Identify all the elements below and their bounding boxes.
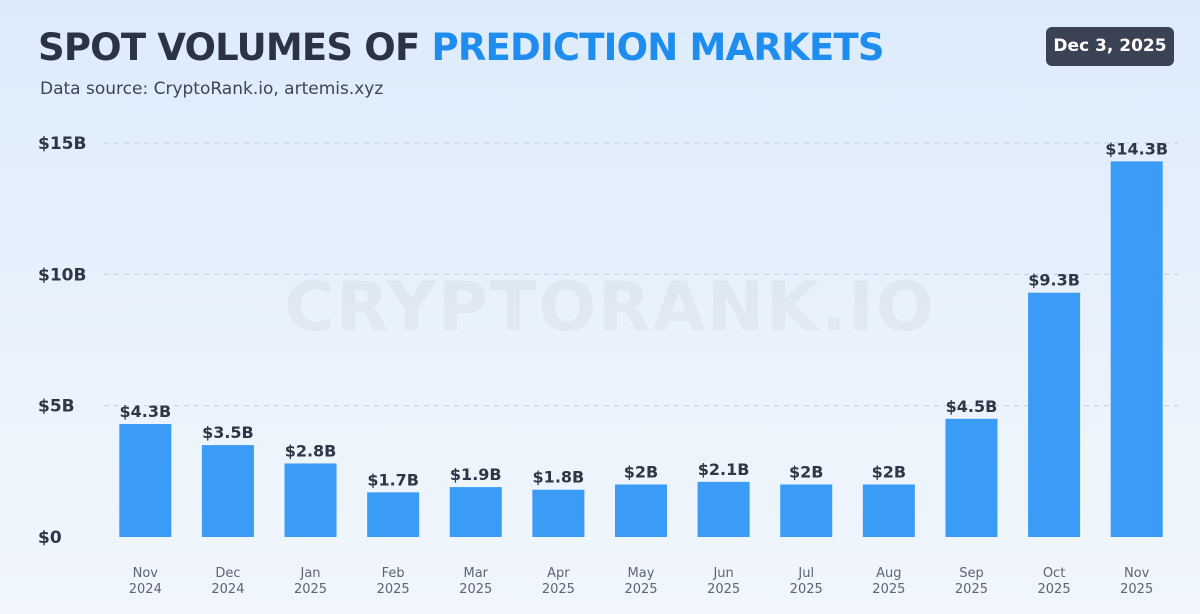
y-tick-label: $10B: [38, 265, 86, 285]
x-tick-month: Jun: [712, 566, 733, 581]
x-tick-month: Jan: [300, 566, 321, 581]
x-axis-ticks: Nov2024Dec2024Jan2025Feb2025Mar2025Apr20…: [129, 566, 1153, 597]
bar: [367, 492, 420, 537]
data-label: $14.3B: [1105, 139, 1168, 158]
x-tick-month: Aug: [876, 566, 901, 581]
data-source-subtitle: Data source: CryptoRank.io, artemis.xyz: [40, 79, 384, 99]
bar: [615, 484, 667, 537]
bar: [780, 484, 833, 537]
y-tick-label: $15B: [38, 134, 86, 154]
data-label: $2B: [624, 462, 658, 481]
bar: [1110, 161, 1163, 538]
grid-lines: [104, 142, 1178, 407]
x-tick-month: May: [628, 566, 655, 581]
x-tick-month: Feb: [382, 566, 405, 581]
x-tick-month: Nov: [133, 566, 159, 581]
data-label: $4.5B: [946, 397, 998, 416]
data-label: $2.8B: [285, 441, 337, 460]
bar: [1028, 292, 1081, 537]
x-tick-month: Oct: [1043, 566, 1065, 581]
data-label: $3.5B: [202, 423, 254, 442]
chart-title: SPOT VOLUMES OF PREDICTION MARKETS: [38, 26, 885, 69]
x-tick-year: 2025: [542, 582, 575, 597]
bar: [945, 418, 998, 537]
bar: [697, 481, 750, 537]
date-badge: Dec 3, 2025: [1046, 27, 1174, 66]
x-tick-month: Mar: [464, 566, 489, 581]
x-tick-month: Apr: [547, 566, 570, 581]
x-tick-year: 2024: [211, 582, 244, 597]
y-tick-label: $5B: [38, 397, 75, 417]
data-label: $4.3B: [119, 402, 171, 421]
x-tick-year: 2025: [707, 582, 740, 597]
x-tick-year: 2025: [1120, 582, 1153, 597]
x-tick-year: 2025: [294, 582, 327, 597]
x-tick-month: Sep: [959, 566, 984, 581]
bar: [201, 445, 254, 537]
data-label: $1.7B: [367, 470, 419, 489]
y-tick-label: $0: [38, 528, 62, 548]
data-label: $2B: [872, 462, 906, 481]
data-label: $1.9B: [450, 465, 502, 484]
chart-title-accent: PREDICTION MARKETS: [431, 26, 885, 69]
bar: [449, 487, 502, 537]
chart-title-part1: SPOT VOLUMES OF: [38, 26, 432, 69]
x-tick-year: 2025: [377, 582, 410, 597]
x-tick-month: Dec: [215, 566, 240, 581]
x-tick-year: 2025: [459, 582, 492, 597]
x-tick-year: 2025: [790, 582, 823, 597]
bar: [862, 484, 915, 537]
x-tick-year: 2025: [872, 582, 905, 597]
data-label: $2B: [789, 462, 823, 481]
bar: [532, 489, 585, 537]
y-axis-ticks: $0 $5B $10B $15B: [38, 134, 86, 548]
bar: [284, 463, 337, 537]
x-tick-year: 2025: [624, 582, 657, 597]
data-label: $2.1B: [698, 460, 750, 479]
bars: [119, 161, 1163, 538]
bar: [119, 424, 172, 537]
data-label: $9.3B: [1028, 271, 1080, 290]
watermark-text: CRYPTORANK.IO: [284, 268, 935, 347]
x-tick-month: Nov: [1124, 566, 1150, 581]
data-labels: $4.3B $3.5B $2.8B $1.7B $1.9B $1.8B $2B $2.1B $2…: [119, 139, 1168, 489]
data-label: $1.8B: [533, 468, 585, 487]
x-tick-year: 2025: [1038, 582, 1071, 597]
x-tick-month: Jul: [797, 566, 814, 581]
x-tick-year: 2024: [129, 582, 162, 597]
x-tick-year: 2025: [955, 582, 988, 597]
